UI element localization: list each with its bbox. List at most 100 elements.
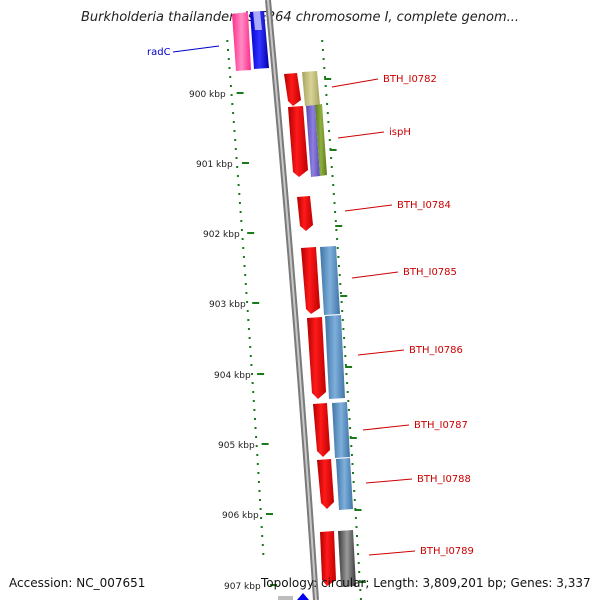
gc-dot (253, 409, 256, 411)
cds-BTH_I0786[interactable] (307, 317, 326, 399)
accession-text: Accession: NC_007651 (9, 576, 146, 590)
label-leader-ispH (337, 131, 385, 139)
gc-track-left (226, 40, 265, 555)
cds-ispH[interactable] (288, 106, 308, 177)
gc-dot (246, 310, 249, 312)
feature-gray[interactable] (338, 530, 356, 587)
gene-label-BTH_I0784[interactable]: BTH_I0784 (397, 200, 451, 211)
gc-dot (254, 418, 256, 420)
gc-dot (257, 472, 260, 474)
gc-dot (247, 328, 250, 330)
gc-dot (257, 481, 260, 483)
feature-pink[interactable] (232, 12, 251, 71)
gc-dot (227, 58, 230, 60)
gc-dot (241, 238, 244, 240)
gene-label-BTH_I0785[interactable]: BTH_I0785 (403, 267, 457, 278)
feature-olive[interactable] (302, 71, 320, 106)
cds-BTH_I0787[interactable] (313, 403, 330, 457)
gc-dot (331, 175, 334, 177)
gc-dot (346, 391, 349, 393)
gene-label-BTH_I0787[interactable]: BTH_I0787 (414, 420, 468, 431)
gc-dot (239, 211, 242, 213)
gc-dot (352, 481, 355, 483)
tick-label: 905 kbp (218, 441, 255, 451)
label-leader-BTH_I0789 (368, 550, 416, 556)
feature-green[interactable] (315, 104, 327, 176)
gc-dot (248, 337, 251, 339)
gc-dot (252, 391, 255, 393)
gc-dot (336, 238, 339, 240)
gc-dot (228, 67, 231, 69)
tick-label: 904 kbp (214, 371, 251, 381)
feature-radC[interactable] (250, 11, 269, 69)
gc-dot (237, 184, 240, 186)
map-title: Burkholderia thailandensis E264 chromoso… (80, 10, 520, 25)
gc-dot (246, 301, 249, 303)
gc-dot (333, 202, 336, 204)
gc-dot (261, 535, 264, 537)
tick-mark (349, 437, 357, 439)
gc-dot (227, 49, 229, 51)
gc-dot (352, 472, 354, 474)
gc-dot (233, 130, 236, 132)
tick-label: 901 kbp (196, 160, 233, 170)
gc-dot (251, 373, 253, 375)
gc-dot (336, 247, 339, 249)
feature-bottom-gray[interactable] (278, 596, 293, 600)
gene-label-group: BTH_I0782 ispH BTH_I0784 BTH_I0785 BTH_I… (331, 74, 474, 557)
label-leader-BTH_I0782 (331, 78, 379, 88)
feature-steelblue-4[interactable] (336, 458, 353, 510)
gc-dot (321, 49, 324, 51)
feature-steelblue-2[interactable] (325, 315, 345, 399)
cds-BTH_I0789[interactable] (320, 531, 336, 586)
gene-label-radC[interactable]: radC (147, 47, 171, 58)
gc-dot (357, 553, 360, 555)
scale-ticks: 900 kbp 901 kbp 902 kbp 903 kbp 904 kbp … (189, 90, 261, 592)
gc-dot (226, 40, 229, 42)
feature-steelblue-1[interactable] (320, 246, 340, 315)
tick-mark (324, 78, 332, 80)
gc-dot (339, 292, 342, 294)
gc-dot (258, 490, 261, 492)
gc-dot (343, 337, 346, 339)
gc-dot (344, 355, 347, 357)
gene-label-BTH_I0789[interactable]: BTH_I0789 (420, 546, 474, 557)
gc-dot (247, 319, 250, 321)
gc-dot (252, 400, 255, 402)
cds-BTH_I0782[interactable] (284, 73, 301, 106)
gc-dot (338, 274, 341, 276)
gc-dot (332, 184, 335, 186)
cds-BTH_I0784[interactable] (297, 196, 313, 231)
gc-dot (356, 535, 358, 537)
gc-dot (359, 589, 362, 591)
tick-mark (242, 162, 249, 164)
cds-BTH_I0788[interactable] (317, 459, 334, 509)
gc-dot (340, 301, 343, 303)
tick-mark (247, 232, 255, 234)
gc-dot (324, 76, 326, 78)
gene-label-BTH_I0782[interactable]: BTH_I0782 (383, 74, 437, 85)
gc-dot (249, 355, 252, 357)
gc-dot (229, 85, 232, 87)
label-leader-radC (172, 45, 220, 53)
feature-steelblue-3[interactable] (332, 402, 350, 458)
gc-dot (332, 193, 335, 195)
gc-dot (323, 67, 326, 69)
gc-dot (251, 382, 254, 384)
gene-label-BTH_I0788[interactable]: BTH_I0788 (417, 474, 471, 485)
gc-dot (321, 40, 324, 42)
feature-bottom-blue-arrow[interactable] (297, 593, 309, 600)
gc-dot (324, 85, 327, 87)
feature-purple[interactable] (306, 105, 320, 177)
gene-label-BTH_I0786[interactable]: BTH_I0786 (409, 345, 463, 356)
cds-BTH_I0785[interactable] (301, 247, 320, 314)
gc-dot (255, 436, 258, 438)
gc-dot (350, 454, 353, 456)
gc-dot (242, 247, 245, 249)
tick-label: 906 kbp (222, 511, 259, 521)
label-leader-BTH_I0786 (357, 349, 405, 356)
gene-label-ispH[interactable]: ispH (389, 127, 411, 138)
gc-dot (328, 130, 331, 132)
gc-dot (229, 76, 232, 78)
